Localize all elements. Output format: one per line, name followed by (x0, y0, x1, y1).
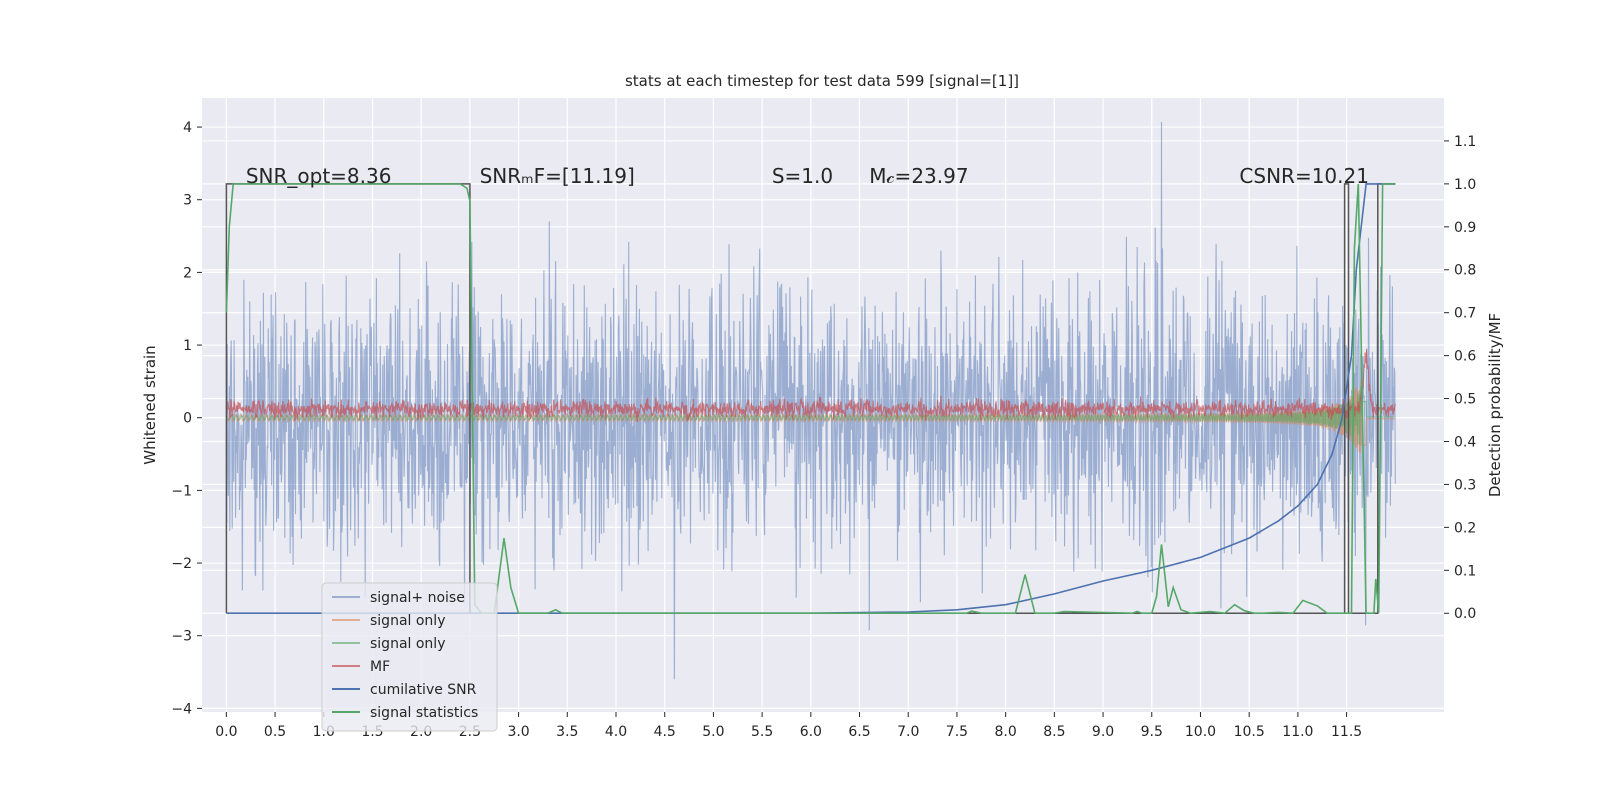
mf-line (225, 349, 1396, 422)
x-tick-label: 3.0 (507, 724, 529, 740)
x-tick-label: 11.0 (1282, 724, 1313, 740)
x-tick-label: 9.0 (1092, 724, 1114, 740)
y-tick-label: 4 (183, 120, 192, 136)
x-tick-label: 10.5 (1234, 724, 1265, 740)
y-tick-label: −3 (171, 629, 192, 645)
y2-tick-label: 0.9 (1454, 220, 1476, 236)
annotation-text: SNRₘF=[11.19] (480, 164, 635, 188)
legend-label: cumilative SNR (370, 682, 477, 698)
y-tick-label: 3 (183, 193, 192, 209)
x-tick-label: 8.0 (995, 724, 1017, 740)
y2-tick-label: 0.8 (1454, 263, 1476, 279)
annotations: SNR_opt=8.36 SNRₘF=[11.19] S=1.0 M𝒸=23.97 CS… (246, 164, 1369, 188)
legend: signal+ noise signal only signal only MF cum… (321, 582, 498, 732)
signal-only-series-2 (226, 386, 1396, 446)
y2-axis-label: Detection probability/MF (1486, 313, 1504, 497)
y-axis-label: Whitened strain (141, 345, 159, 464)
y-tick-label: 2 (183, 265, 192, 281)
y-tick-label: −2 (171, 556, 192, 572)
legend-label: signal statistics (370, 705, 478, 721)
legend-box (321, 582, 498, 732)
annotation-text: M𝒸=23.97 (869, 164, 968, 188)
signal-only-line (226, 386, 1396, 446)
x-tick-label: 3.5 (556, 724, 578, 740)
y2-tick-label: 0.1 (1454, 563, 1476, 579)
x-tick-label: 7.5 (946, 724, 968, 740)
x-tick-label: 11.5 (1331, 724, 1362, 740)
annotation-text: SNR_opt=8.36 (246, 164, 392, 188)
axes: 0.0 0.5 1.0 1.5 2.0 2.5 3.0 3.5 4.0 4.5 5.0 5.5 6.0 6… (171, 120, 1476, 740)
x-tick-label: 9.5 (1141, 724, 1163, 740)
cumulative-snr-series (226, 183, 1396, 614)
y2-tick-label: 0.2 (1454, 520, 1476, 536)
y2-tick-label: 0.7 (1454, 306, 1476, 322)
mf-series (225, 349, 1396, 422)
x-tick-label: 0.0 (215, 724, 237, 740)
signal-noise-line (225, 121, 1396, 680)
legend-label: signal+ noise (370, 590, 465, 606)
y-tick-label: −1 (171, 483, 192, 499)
grid (202, 98, 1444, 712)
y2-tick-label: 1.0 (1454, 177, 1476, 193)
signal-statistics-series (225, 183, 1396, 615)
x-tick-label: 8.5 (1043, 724, 1065, 740)
x-tick-label: 6.5 (848, 724, 870, 740)
x-tick-label: 10.0 (1185, 724, 1216, 740)
cumulative-snr-line (226, 183, 1396, 614)
x-tick-label: 0.5 (264, 724, 286, 740)
y2-tick-label: 0.0 (1454, 606, 1476, 622)
y-tick-label: 0 (183, 411, 192, 427)
x-tick-label: 4.5 (654, 724, 676, 740)
x-tick-label: 6.0 (800, 724, 822, 740)
legend-label: signal only (370, 636, 445, 652)
annotation-text: S=1.0 (772, 164, 833, 188)
legend-label: signal only (370, 613, 445, 629)
x-tick-label: 7.0 (897, 724, 919, 740)
legend-label: MF (370, 659, 390, 675)
x-tick-label: 5.0 (702, 724, 724, 740)
y2-tick-label: 0.4 (1454, 434, 1476, 450)
x-tick-label: 4.0 (605, 724, 627, 740)
y-tick-label: 1 (183, 338, 192, 354)
y2-tick-label: 0.5 (1454, 392, 1476, 408)
y2-tick-label: 1.1 (1454, 134, 1476, 150)
y2-tick-label: 0.3 (1454, 477, 1476, 493)
chart-title: stats at each timestep for test data 599… (625, 72, 1019, 90)
signal-statistics-line (225, 183, 1396, 615)
y2-tick-label: 0.6 (1454, 349, 1476, 365)
signal-noise-series (225, 121, 1396, 680)
y-tick-label: −4 (171, 701, 192, 717)
x-tick-label: 5.5 (751, 724, 773, 740)
annotation-text: CSNR=10.21 (1239, 164, 1369, 188)
